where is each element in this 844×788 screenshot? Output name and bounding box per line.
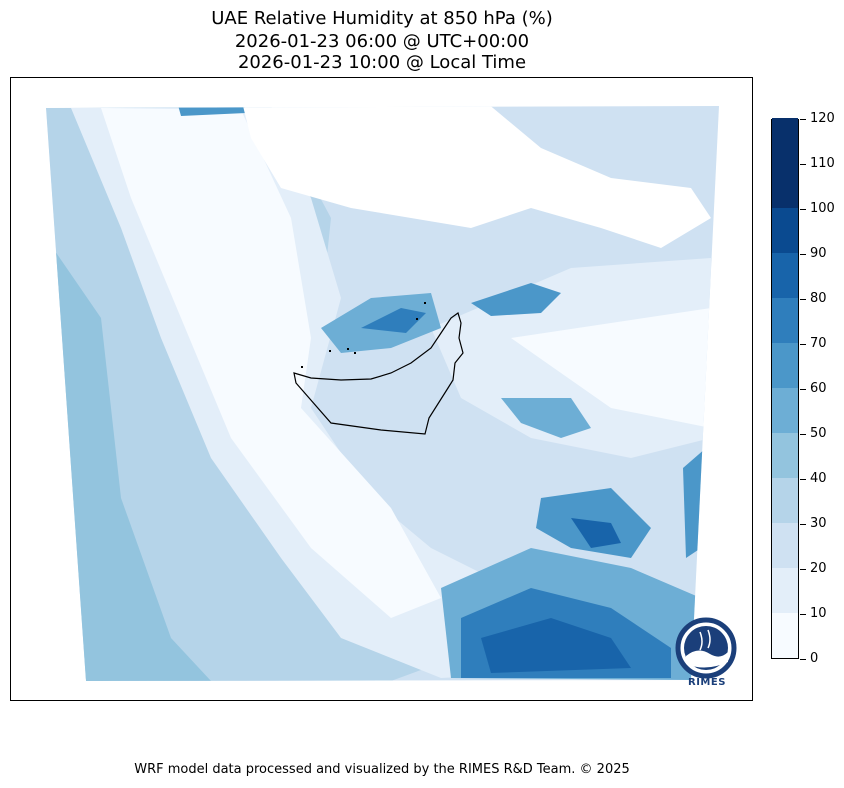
colorbar-tick [800, 524, 806, 525]
colorbar-tick [800, 119, 806, 120]
field-gulf-east [471, 283, 561, 316]
humidity-map [46, 106, 719, 681]
title-line-3: 2026-01-23 10:00 @ Local Time [237, 52, 527, 73]
field-west-edge [46, 238, 211, 681]
colorbar-tick-label: 80 [810, 291, 827, 306]
colorbar [771, 117, 799, 659]
colorbar-band [772, 477, 798, 523]
rimes-logo-icon [670, 612, 742, 690]
colorbar-band [772, 432, 798, 478]
colorbar-tick-label: 110 [810, 156, 835, 171]
field-oman-band [501, 398, 591, 438]
title-line-2: 2026-01-23 06:00 @ UTC+00:00 [234, 31, 530, 52]
colorbar-tick-label: 0 [810, 651, 819, 666]
colorbar-tick-label: 10 [810, 606, 827, 621]
colorbar-band [772, 207, 798, 253]
rimes-logo-text: RIMES [688, 677, 726, 688]
colorbar-band [772, 567, 798, 613]
colorbar-tick-label: 60 [810, 381, 827, 396]
field-east-dry [511, 308, 711, 428]
colorbar-tick [800, 479, 806, 480]
colorbar-band [772, 612, 798, 658]
colorbar-tick-label: 20 [810, 561, 827, 576]
colorbar-tick-label: 30 [810, 516, 827, 531]
colorbar-tick [800, 434, 806, 435]
colorbar-band [772, 297, 798, 343]
field-gulf-core [361, 308, 426, 333]
map-panel [10, 77, 753, 701]
field-southeast-max [481, 618, 631, 673]
humidity-field [46, 106, 719, 681]
footer-credit: WRF model data processed and visualized … [134, 762, 630, 777]
colorbar-band [772, 387, 798, 433]
colorbar-tick [800, 569, 806, 570]
colorbar-tick [800, 344, 806, 345]
colorbar-tick [800, 164, 806, 165]
colorbar-tick [800, 254, 806, 255]
field-dry-core [101, 108, 441, 618]
colorbar-tick-label: 90 [810, 246, 827, 261]
colorbar-tick-label: 120 [810, 111, 835, 126]
colorbar-tick [800, 299, 806, 300]
colorbar-band [772, 342, 798, 388]
uae-boundary-outline [293, 312, 464, 435]
colorbar-band [772, 252, 798, 298]
colorbar-tick-label: 100 [810, 201, 835, 216]
colorbar-tick-label: 70 [810, 336, 827, 351]
title-line-1: UAE Relative Humidity at 850 hPa (%) [211, 8, 553, 29]
field-east-blob-core [571, 518, 621, 548]
field-north-strip [176, 106, 246, 116]
colorbar-tick [800, 389, 806, 390]
colorbar-tick-label: 50 [810, 426, 827, 441]
field-masked-terrain [241, 106, 711, 248]
coastal-islands [301, 302, 426, 368]
colorbar-tick-label: 40 [810, 471, 827, 486]
colorbar-tick [800, 614, 806, 615]
colorbar-band [772, 522, 798, 568]
colorbar-band [772, 117, 798, 163]
colorbar-tick [800, 659, 806, 660]
colorbar-band [772, 162, 798, 208]
colorbar-tick [800, 209, 806, 210]
